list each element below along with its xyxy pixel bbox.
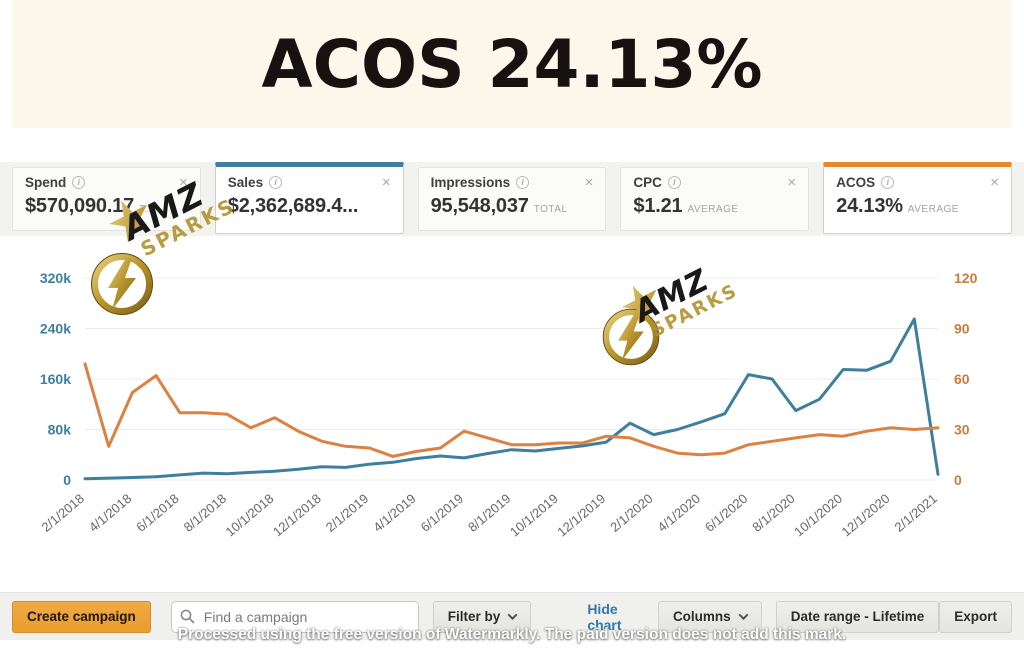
search-input[interactable] <box>170 600 419 633</box>
columns-button[interactable]: Columns <box>657 600 762 633</box>
create-campaign-button[interactable]: Create campaign <box>12 600 151 633</box>
chart-section: 0 0 80k 30 160k 60 240k 90 320k 120 2/1/2018 4/1/20… <box>0 236 1024 592</box>
chevron-down-icon <box>738 610 749 621</box>
card-suffix: TOTAL <box>533 204 568 215</box>
watermarkly-notice: Processed using the free version of Wate… <box>177 626 847 643</box>
info-icon[interactable]: i <box>881 176 895 189</box>
left-axis-tick: 0 <box>63 472 71 488</box>
hide-chart-link[interactable]: Hide chart <box>587 600 622 633</box>
left-axis-tick: 80k <box>48 422 72 438</box>
card-label: Spend <box>25 175 67 190</box>
info-icon[interactable]: i <box>667 176 681 189</box>
spacer <box>0 128 1024 162</box>
right-axis-tick: 30 <box>954 422 970 438</box>
metric-card-spend[interactable]: Spend i × $570,090.17 T... <box>12 167 201 231</box>
x-axis-tick: 12/1/2019 <box>554 491 608 540</box>
chevron-down-icon <box>507 610 518 621</box>
sales-line <box>83 317 940 481</box>
spacer <box>0 640 1024 656</box>
acos-line <box>83 362 940 458</box>
x-axis-tick: 2/1/2018 <box>39 491 87 535</box>
left-axis-tick: 320k <box>40 270 71 286</box>
x-axis-tick: 6/1/2018 <box>133 491 181 535</box>
info-icon[interactable]: i <box>516 176 530 189</box>
metric-card-cpc[interactable]: CPC i × $1.21 AVERAGE <box>620 167 810 231</box>
date-range-button[interactable]: Date range - Lifetime <box>775 600 940 633</box>
metric-card-acos[interactable]: ACOS i × 24.13% AVERAGE <box>823 162 1012 234</box>
left-axis-tick: 160k <box>40 371 71 387</box>
x-axis-tick: 12/1/2018 <box>270 491 324 540</box>
close-icon[interactable]: × <box>787 174 797 191</box>
metric-card-impressions[interactable]: Impressions i × 95,548,037 TOTAL <box>417 167 607 231</box>
close-icon[interactable]: × <box>381 174 391 191</box>
card-value: 95,548,037 <box>430 195 529 217</box>
x-axis-tick: 10/1/2019 <box>507 491 561 540</box>
card-label: ACOS <box>836 175 876 190</box>
card-value: $2,362,689.4... <box>227 195 359 217</box>
filter-by-button[interactable]: Filter by <box>432 600 532 633</box>
x-axis-tick: 10/1/2018 <box>223 491 277 540</box>
card-label: Sales <box>227 175 264 190</box>
close-icon[interactable]: × <box>990 174 999 191</box>
metric-cards-row: Spend i × $570,090.17 T... Sales i × $2,3… <box>0 162 1024 236</box>
card-suffix: AVERAGE <box>907 204 959 215</box>
x-axis-tick: 10/1/2020 <box>791 491 845 540</box>
info-icon[interactable]: i <box>72 176 86 189</box>
card-value: $1.21 <box>633 195 683 217</box>
banner: ACOS 24.13% <box>12 0 1012 128</box>
x-axis-tick: 2/1/2020 <box>607 491 655 535</box>
x-axis-tick: 12/1/2020 <box>839 491 893 540</box>
export-button[interactable]: Export <box>939 600 1012 633</box>
x-axis-tick: 2/1/2019 <box>323 491 371 535</box>
card-suffix: AVERAGE <box>687 204 739 215</box>
page-title: ACOS 24.13% <box>261 25 763 103</box>
card-value: $570,090.17 <box>25 195 135 217</box>
campaign-search <box>170 600 419 633</box>
left-axis-tick: 240k <box>40 321 71 337</box>
x-axis-tick: 2/1/2021 <box>892 491 940 535</box>
x-axis-tick: 4/1/2020 <box>655 491 703 535</box>
search-icon <box>180 609 195 629</box>
right-axis-tick: 90 <box>954 321 970 337</box>
x-axis-tick: 6/1/2019 <box>418 491 466 535</box>
campaign-toolbar: Create campaign Filter by Hide chart Col… <box>0 592 1024 640</box>
right-axis-tick: 120 <box>954 270 978 286</box>
close-icon[interactable]: × <box>584 174 594 191</box>
card-label: CPC <box>633 175 662 190</box>
x-axis-tick: 4/1/2019 <box>370 491 418 535</box>
x-axis-tick: 6/1/2020 <box>702 491 750 535</box>
metric-card-sales[interactable]: Sales i × $2,362,689.4... <box>214 162 404 234</box>
card-value: 24.13% <box>836 195 903 217</box>
card-label: Impressions <box>430 175 511 190</box>
right-axis-tick: 60 <box>954 371 970 387</box>
card-suffix: T... <box>139 204 155 215</box>
right-axis-tick: 0 <box>954 472 962 488</box>
close-icon[interactable]: × <box>179 174 188 191</box>
info-icon[interactable]: i <box>269 176 283 189</box>
x-axis-tick: 4/1/2018 <box>86 491 134 535</box>
